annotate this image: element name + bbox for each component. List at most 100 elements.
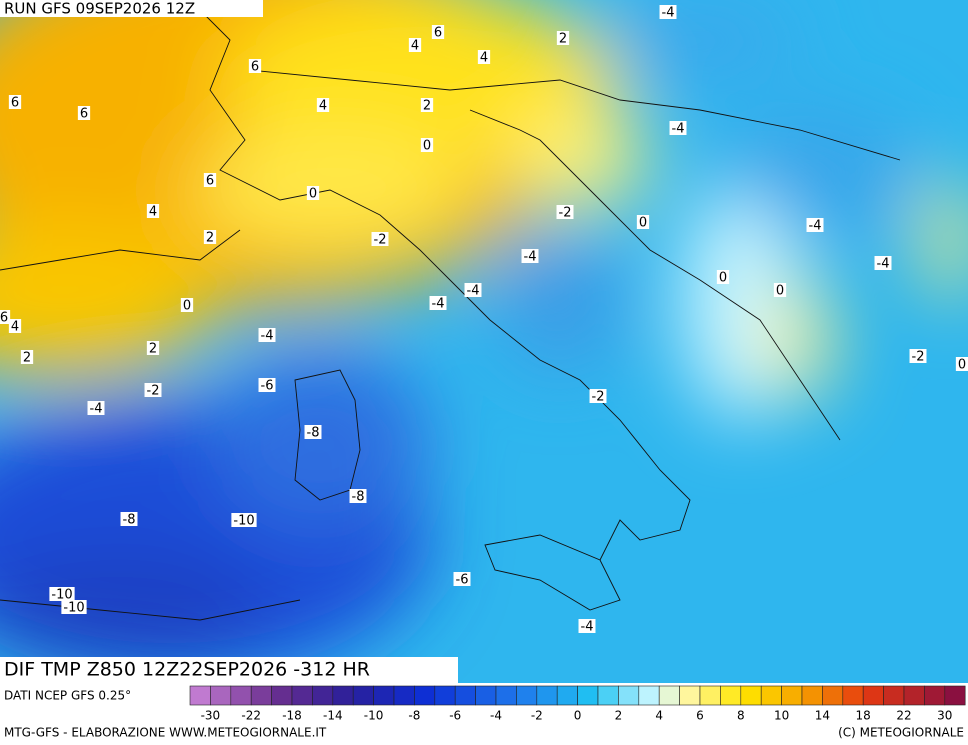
contour-label-group: -10 [49, 587, 75, 603]
contour-label: -8 [307, 426, 320, 441]
contour-label-bg [477, 50, 491, 64]
colorbar-box [801, 685, 823, 706]
colorbar-box [210, 685, 232, 706]
contour-label-bg [408, 38, 422, 52]
contour-label-bg [909, 349, 927, 363]
colorbar-tick-label: 30 [937, 709, 952, 723]
colorbar-box [516, 685, 538, 706]
contour-label: -4 [467, 284, 480, 299]
contour-label: 6 [434, 26, 442, 41]
colorbar-box [924, 685, 946, 706]
colorbar-tick-label: -10 [364, 709, 384, 723]
colorbar-box [903, 685, 925, 706]
contour-label-group: -2 [909, 349, 927, 365]
colorbar-tick-label: 0 [574, 709, 582, 723]
contour-label: -2 [559, 206, 572, 221]
contour-label: 4 [319, 99, 327, 114]
contour-label-group: 6 [248, 59, 262, 75]
contour-label-bg [316, 98, 330, 112]
contour-label: -10 [51, 588, 72, 603]
colorbar-tick-label: 22 [896, 709, 911, 723]
colorbar-box [618, 685, 640, 706]
colorbar-box [189, 685, 211, 706]
colorbar-tick-label: 4 [655, 709, 663, 723]
contour-label-bg [0, 310, 11, 324]
contour-label-group: -4 [258, 328, 276, 344]
contour-label-group: -4 [874, 256, 892, 272]
contour-label-bg [556, 205, 574, 219]
contour-label: 2 [559, 32, 567, 47]
contour-label-bg [231, 513, 257, 527]
contour-label-group: 6 [77, 106, 91, 122]
contour-label-bg [874, 256, 892, 270]
contour-label-group: 0 [955, 357, 968, 373]
colorbar-box [883, 685, 905, 706]
colorbar-box [862, 685, 884, 706]
contour-label: -6 [456, 573, 469, 588]
colorbar-box [822, 685, 844, 706]
map-field [0, 0, 968, 683]
contour-label-bg [420, 138, 434, 152]
contour-label-group: -8 [349, 489, 367, 505]
contour-label: -10 [233, 514, 254, 529]
contour-label: 6 [80, 107, 88, 122]
contour-label-bg [248, 59, 262, 73]
colorbar-tick-label: -22 [241, 709, 261, 723]
contour-label-group: 2 [20, 350, 34, 366]
run-label: RUN GFS 09SEP2026 12Z [4, 0, 195, 18]
title-box [0, 657, 458, 683]
contour-label: -2 [912, 350, 925, 365]
contour-label-group: 0 [773, 283, 787, 299]
contour-label-group: -8 [304, 425, 322, 441]
colorbar-box [230, 685, 252, 706]
contour-label-group: 4 [477, 50, 491, 66]
contour-label-group: -10 [61, 600, 87, 616]
contour-label: 6 [11, 96, 19, 111]
contour-label-bg [955, 357, 968, 371]
contour-label: 0 [183, 299, 191, 314]
contour-label: -4 [809, 219, 822, 234]
contour-label-group: -2 [371, 232, 389, 248]
colorbar-box [577, 685, 599, 706]
footer-right: (C) METEOGIORNALE [838, 726, 964, 740]
contour-label-bg [144, 383, 162, 397]
contour-label-bg [8, 319, 22, 333]
colorbar-tick-label: -18 [282, 709, 302, 723]
footer-left: MTG-GFS - ELABORAZIONE WWW.METEOGIORNALE… [4, 726, 327, 740]
contour-label-bg [429, 296, 447, 310]
colorbar-box [352, 685, 374, 706]
contour-label-group: -4 [87, 401, 105, 417]
contour-label-bg [589, 389, 607, 403]
contour-label-group: 4 [146, 204, 160, 220]
colorbar-box [944, 685, 966, 706]
contour-label-group: -4 [521, 249, 539, 265]
contour-label-bg [578, 619, 596, 633]
contour-label-group: 6 [0, 310, 11, 326]
contour-label-group: -4 [578, 619, 596, 635]
contour-label-group: 4 [408, 38, 422, 54]
contour-label: -4 [432, 297, 445, 312]
colorbar-tick-label: 10 [774, 709, 789, 723]
contour-label-group: 0 [180, 298, 194, 314]
contour-label-bg [146, 204, 160, 218]
contour-label-bg [371, 232, 389, 246]
contour-label: 2 [423, 99, 431, 114]
contour-label-bg [20, 350, 34, 364]
colorbar-box [495, 685, 517, 706]
colorbar-tick-label: 18 [856, 709, 871, 723]
contour-label-group: 2 [420, 98, 434, 114]
contour-label: -4 [672, 122, 685, 137]
colorbar-tick-label: -6 [449, 709, 461, 723]
colorbar: -30 -22 -18 -14 -10 -8 -6 -4 -2 0 2 4 6 8 10 14 18 22 30 [189, 685, 966, 723]
colorbar-box [536, 685, 558, 706]
contour-label-group: -2 [556, 205, 574, 221]
colorbar-box [638, 685, 660, 706]
contour-label-bg [349, 489, 367, 503]
contour-label: -2 [147, 384, 160, 399]
contour-label-bg [773, 283, 787, 297]
contour-label-bg [464, 283, 482, 297]
colorbar-tick-label: -14 [323, 709, 343, 723]
contour-label: 0 [423, 139, 431, 154]
contour-label-group: 0 [636, 215, 650, 231]
